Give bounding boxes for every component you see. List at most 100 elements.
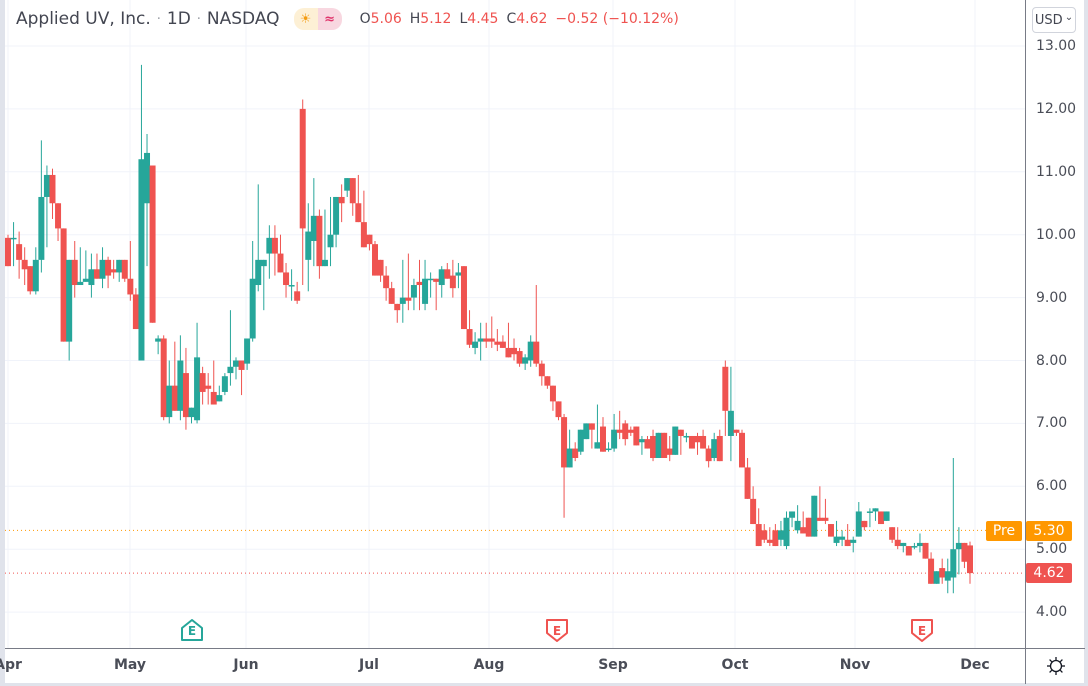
candle-body[interactable] (511, 347, 518, 355)
candle-body[interactable] (538, 363, 545, 377)
candle-body[interactable] (722, 366, 729, 411)
candle-body[interactable] (866, 511, 873, 513)
candle-body[interactable] (839, 536, 846, 540)
candle-body[interactable] (105, 259, 112, 276)
candle-body[interactable] (188, 407, 195, 418)
candle-body[interactable] (132, 294, 139, 330)
candle-body[interactable] (872, 508, 879, 512)
candle-body[interactable] (271, 237, 278, 254)
candle-body[interactable] (144, 152, 151, 204)
candle-body[interactable] (21, 259, 28, 270)
candle-body[interactable] (967, 545, 973, 574)
candle-body[interactable] (611, 429, 618, 449)
candle-body[interactable] (577, 429, 584, 452)
candle-body[interactable] (522, 357, 529, 364)
candle-body[interactable] (677, 429, 684, 436)
candle-body[interactable] (466, 329, 473, 345)
candle-body[interactable] (905, 546, 912, 556)
candle-body[interactable] (555, 401, 562, 418)
candle-body[interactable] (427, 278, 434, 281)
candle-body[interactable] (221, 376, 228, 392)
candle-body[interactable] (750, 498, 757, 525)
settings-icon[interactable] (1046, 656, 1066, 680)
candle-body[interactable] (855, 511, 862, 537)
candle-body[interactable] (544, 376, 551, 386)
candle-body[interactable] (844, 539, 851, 547)
candle-body[interactable] (622, 423, 629, 440)
candle-body[interactable] (811, 495, 818, 537)
candle-body[interactable] (733, 429, 740, 433)
candle-body[interactable] (82, 278, 89, 282)
price-axis[interactable]: 13.00 12.00 11.00 10.00 9.00 8.00 7.00 6.00 5.00… (1025, 0, 1085, 648)
candle-body[interactable] (499, 341, 506, 348)
candle-body[interactable] (727, 410, 734, 436)
candle-body[interactable] (433, 278, 440, 282)
candle-body[interactable] (93, 269, 100, 279)
candle-body[interactable] (255, 259, 262, 286)
candle-body[interactable] (488, 338, 495, 342)
candle-body[interactable] (232, 360, 239, 367)
candle-body[interactable] (505, 347, 512, 358)
candle-body[interactable] (10, 237, 17, 240)
candle-body[interactable] (861, 520, 868, 528)
candle-body[interactable] (238, 360, 245, 370)
candle-body[interactable] (116, 259, 123, 273)
candle-body[interactable] (599, 426, 606, 452)
candle-body[interactable] (349, 178, 356, 204)
candle-body[interactable] (766, 539, 773, 543)
candle-body[interactable] (88, 269, 95, 286)
candle-body[interactable] (561, 417, 568, 468)
candle-body[interactable] (43, 174, 50, 197)
candle-body[interactable] (627, 429, 634, 433)
candle-body[interactable] (633, 426, 640, 446)
candle-body[interactable] (900, 542, 907, 547)
candle-body[interactable] (333, 196, 340, 235)
candle-body[interactable] (878, 511, 885, 525)
candle-body[interactable] (460, 266, 467, 330)
candle-body[interactable] (700, 435, 707, 449)
candle-body[interactable] (299, 108, 306, 229)
candle-body[interactable] (399, 297, 406, 304)
candle-body[interactable] (27, 266, 34, 292)
candle-body[interactable] (616, 429, 623, 433)
candle-body[interactable] (827, 524, 834, 537)
candle-body[interactable] (672, 426, 679, 455)
candle-body[interactable] (533, 341, 540, 364)
candle-body[interactable] (444, 269, 451, 279)
candle-body[interactable] (344, 178, 351, 191)
candle-body[interactable] (694, 435, 701, 443)
candle-body[interactable] (244, 338, 251, 364)
candle-body[interactable] (889, 527, 896, 540)
candle-body[interactable] (894, 539, 901, 547)
candle-body[interactable] (711, 439, 718, 458)
candle-body[interactable] (594, 442, 601, 449)
candle-body[interactable] (950, 549, 957, 578)
candle-body[interactable] (605, 448, 612, 451)
candle-body[interactable] (171, 385, 178, 411)
candle-body[interactable] (939, 568, 946, 578)
candle-body[interactable] (166, 385, 173, 418)
candle-body[interactable] (638, 439, 645, 443)
candle-body[interactable] (66, 259, 73, 342)
currency-selector[interactable]: USD ⌄ (1032, 7, 1076, 33)
candle-body[interactable] (416, 281, 423, 286)
earnings-marker-icon[interactable]: E (546, 619, 568, 642)
candle-body[interactable] (961, 542, 968, 562)
candle-body[interactable] (16, 244, 23, 260)
candle-body[interactable] (60, 228, 67, 342)
symbol-name[interactable]: Applied UV, Inc. (16, 9, 151, 29)
earnings-marker-icon[interactable]: E (911, 619, 933, 642)
candle-body[interactable] (916, 542, 923, 547)
candle-body[interactable] (422, 278, 429, 304)
candle-body[interactable] (816, 517, 823, 521)
candle-body[interactable] (933, 571, 940, 584)
candle-body[interactable] (683, 435, 690, 438)
candle-body[interactable] (405, 297, 412, 301)
candle-body[interactable] (210, 391, 217, 405)
candle-body[interactable] (372, 244, 379, 276)
candle-body[interactable] (566, 448, 573, 468)
candle-body[interactable] (922, 542, 929, 559)
candle-body[interactable] (32, 259, 39, 292)
candle-body[interactable] (688, 435, 695, 449)
